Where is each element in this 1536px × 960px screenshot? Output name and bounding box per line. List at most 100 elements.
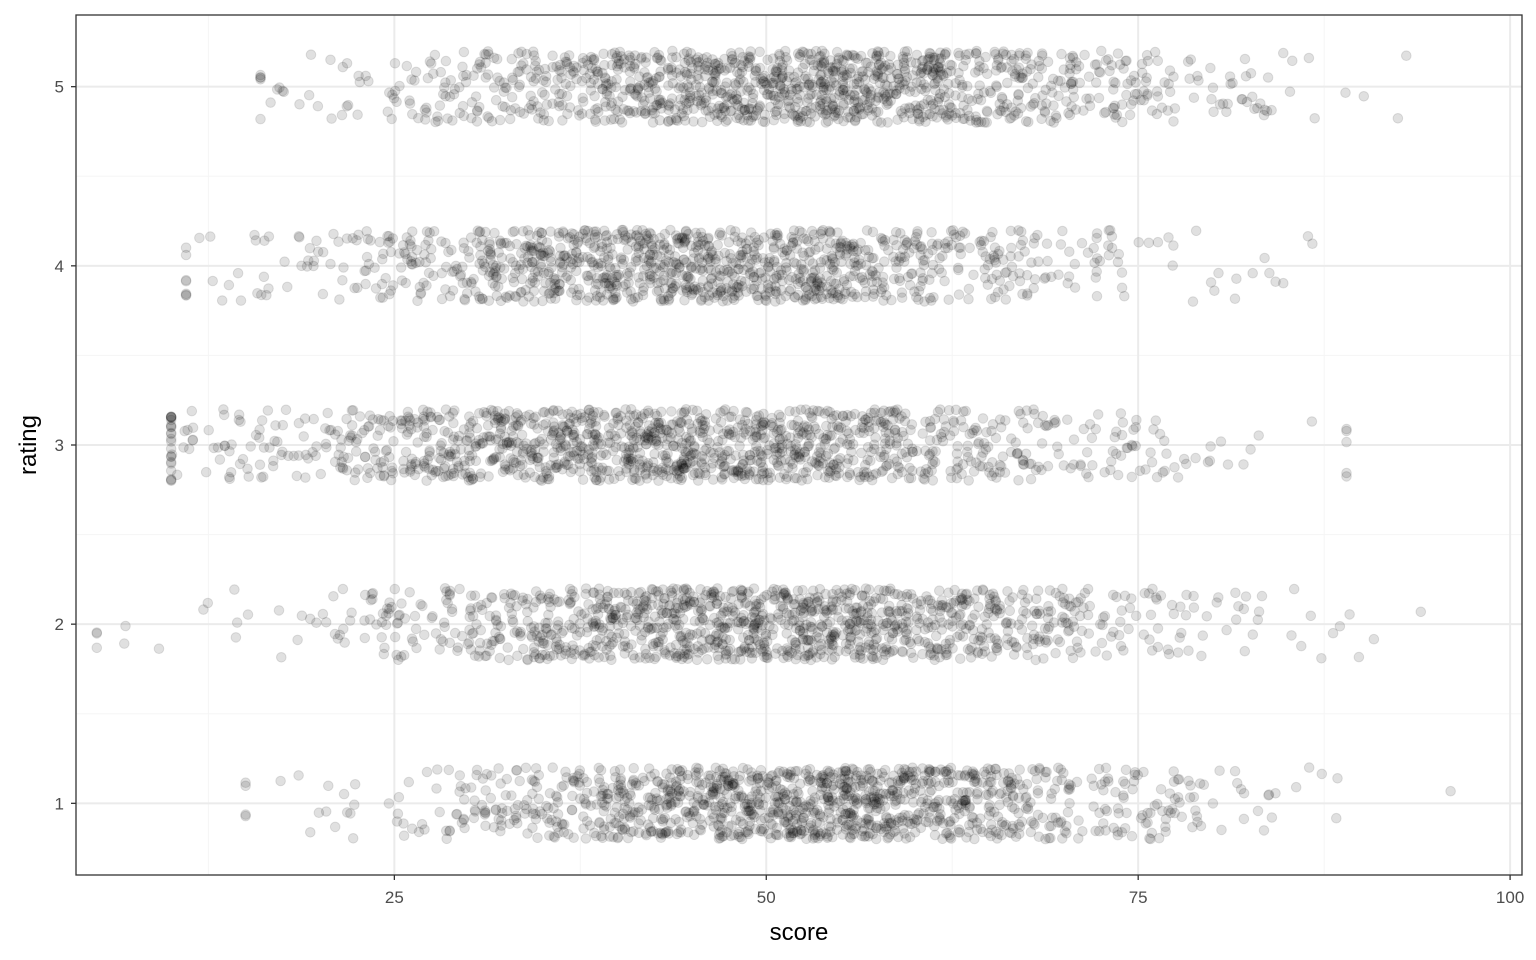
data-point-rating-4 bbox=[1270, 276, 1281, 288]
data-point-rating-2 bbox=[907, 593, 919, 604]
data-point-rating-1 bbox=[1332, 773, 1343, 784]
data-point-rating-2 bbox=[1296, 640, 1307, 652]
data-point-rating-3 bbox=[960, 405, 972, 417]
data-point-rating-2 bbox=[1005, 618, 1017, 630]
data-point-rating-1 bbox=[1155, 784, 1167, 795]
data-point-rating-3 bbox=[737, 458, 749, 470]
data-point-rating-3 bbox=[670, 441, 682, 452]
data-point-rating-1 bbox=[1146, 827, 1158, 839]
data-point-rating-3 bbox=[755, 429, 767, 440]
data-point-rating-3 bbox=[308, 413, 320, 425]
data-point-rating-2 bbox=[1415, 606, 1427, 618]
data-point-rating-3 bbox=[530, 411, 542, 423]
data-point-rating-1 bbox=[822, 831, 834, 842]
data-point-rating-2 bbox=[1368, 633, 1380, 645]
data-point-rating-1 bbox=[645, 771, 657, 782]
data-point-rating-1 bbox=[908, 787, 920, 799]
data-point-rating-3 bbox=[784, 405, 795, 417]
data-point-rating-3 bbox=[889, 405, 900, 416]
data-point-rating-1 bbox=[1014, 779, 1026, 791]
data-point-rating-2 bbox=[395, 651, 407, 663]
data-point-rating-1 bbox=[1168, 766, 1179, 777]
data-point-rating-2 bbox=[410, 623, 422, 635]
data-point-rating-1 bbox=[1331, 812, 1342, 824]
data-point-rating-4 bbox=[1247, 267, 1258, 279]
data-point-rating-4 bbox=[924, 274, 935, 286]
data-point-rating-3 bbox=[935, 428, 947, 440]
data-point-rating-1 bbox=[874, 793, 886, 805]
data-point-rating-1 bbox=[710, 805, 722, 816]
data-point-rating-2 bbox=[296, 610, 308, 622]
data-point-rating-4 bbox=[982, 260, 994, 271]
data-point-rating-4 bbox=[953, 289, 965, 300]
data-point-rating-1 bbox=[697, 799, 709, 810]
data-point-rating-4 bbox=[800, 293, 811, 305]
data-point-rating-2 bbox=[805, 616, 817, 628]
data-point-rating-1 bbox=[769, 791, 781, 802]
data-point-rating-4 bbox=[927, 259, 939, 271]
data-point-rating-1 bbox=[588, 786, 600, 797]
data-point-rating-3 bbox=[963, 475, 975, 486]
data-point-rating-2 bbox=[717, 607, 729, 619]
data-point-rating-2 bbox=[977, 585, 989, 596]
data-point-rating-2 bbox=[376, 632, 388, 643]
data-point-rating-1 bbox=[1062, 807, 1074, 818]
data-point-rating-2 bbox=[344, 615, 356, 626]
data-point-rating-1 bbox=[1160, 813, 1172, 825]
data-point-rating-1 bbox=[1002, 785, 1013, 797]
data-point-rating-4 bbox=[646, 240, 658, 252]
data-point-rating-3 bbox=[755, 446, 766, 457]
data-point-rating-3 bbox=[666, 406, 677, 417]
data-point-rating-2 bbox=[955, 653, 966, 665]
data-point-rating-1 bbox=[455, 780, 467, 792]
data-point-rating-2 bbox=[1075, 593, 1086, 604]
data-point-rating-1 bbox=[931, 801, 943, 813]
data-point-rating-1 bbox=[569, 776, 580, 788]
data-point-rating-2 bbox=[964, 645, 976, 656]
data-point-rating-2 bbox=[704, 633, 716, 645]
data-point-rating-1 bbox=[840, 762, 851, 774]
data-point-rating-2 bbox=[900, 616, 912, 628]
data-point-rating-1 bbox=[757, 770, 769, 782]
data-point-rating-3 bbox=[359, 424, 370, 436]
data-point-rating-1 bbox=[609, 765, 621, 777]
data-point-rating-4 bbox=[337, 275, 348, 286]
data-point-rating-1 bbox=[644, 822, 656, 833]
data-point-rating-2 bbox=[924, 649, 936, 661]
data-point-rating-2 bbox=[911, 611, 922, 622]
data-point-rating-3 bbox=[269, 435, 280, 447]
data-point-rating-1 bbox=[1021, 791, 1032, 803]
data-point-rating-1 bbox=[541, 800, 552, 812]
data-point-rating-1 bbox=[986, 824, 998, 836]
data-point-rating-3 bbox=[662, 433, 674, 445]
data-point-rating-1 bbox=[722, 778, 734, 790]
data-point-rating-3 bbox=[237, 453, 249, 465]
data-point-rating-3 bbox=[603, 474, 615, 485]
data-point-rating-1 bbox=[522, 794, 533, 806]
data-point-rating-3 bbox=[311, 441, 322, 452]
data-point-rating-4 bbox=[896, 292, 908, 304]
data-point-rating-3 bbox=[413, 463, 424, 475]
data-point-rating-3 bbox=[689, 441, 700, 453]
data-point-rating-3 bbox=[487, 454, 499, 465]
data-point-rating-1 bbox=[746, 774, 757, 786]
data-point-rating-2 bbox=[778, 603, 789, 615]
data-point-rating-3 bbox=[520, 411, 532, 422]
data-point-rating-1 bbox=[888, 790, 900, 802]
data-point-rating-2 bbox=[359, 632, 371, 644]
data-point-rating-1 bbox=[906, 774, 918, 786]
data-point-rating-2 bbox=[1183, 645, 1194, 657]
data-point-rating-3 bbox=[1126, 471, 1138, 483]
data-point-rating-1 bbox=[618, 813, 630, 824]
data-point-rating-3 bbox=[586, 457, 598, 469]
data-point-rating-2 bbox=[465, 590, 477, 602]
data-point-rating-1 bbox=[591, 799, 602, 810]
data-point-rating-4 bbox=[1190, 225, 1202, 237]
data-point-rating-3 bbox=[773, 424, 784, 436]
data-point-rating-1 bbox=[792, 786, 803, 797]
data-point-rating-1 bbox=[1232, 777, 1243, 789]
data-point-rating-3 bbox=[300, 472, 311, 483]
data-point-rating-2 bbox=[840, 620, 851, 631]
data-point-rating-1 bbox=[1176, 811, 1188, 823]
